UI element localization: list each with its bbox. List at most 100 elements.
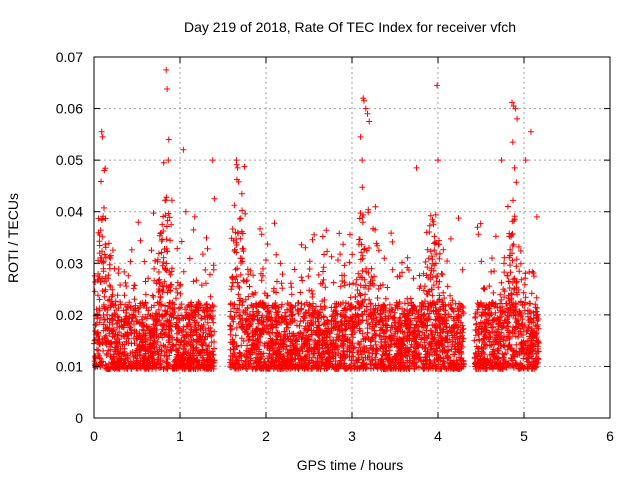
data-point (149, 312, 156, 319)
data-point (191, 213, 198, 220)
data-point (321, 251, 327, 258)
data-point (173, 295, 179, 302)
data-point (135, 309, 142, 315)
data-point (455, 215, 462, 222)
data-point (155, 250, 162, 257)
data-point (110, 302, 117, 309)
data-point (120, 322, 127, 329)
data-point (436, 297, 443, 304)
data-point (424, 246, 431, 253)
x-tick-label: 2 (262, 428, 270, 444)
data-point (103, 365, 110, 372)
data-point (144, 326, 151, 333)
data-point (118, 318, 125, 325)
data-point (178, 301, 185, 308)
data-point (357, 282, 364, 289)
data-point (359, 312, 366, 318)
data-point (211, 338, 217, 345)
data-point (200, 321, 207, 328)
data-point (447, 292, 454, 299)
data-point (306, 287, 313, 294)
data-point (200, 304, 207, 311)
data-point (206, 343, 213, 350)
data-point (240, 338, 247, 344)
y-tick-label: 0.02 (56, 307, 83, 323)
data-point (151, 265, 158, 272)
data-point (100, 327, 107, 334)
data-point (173, 285, 179, 292)
data-point (238, 342, 245, 349)
data-point (114, 365, 121, 372)
data-point (359, 219, 366, 226)
data-point (136, 351, 143, 358)
data-point (131, 321, 137, 328)
data-point (179, 365, 186, 372)
x-tick-label: 4 (434, 428, 442, 444)
data-point (107, 255, 114, 262)
data-point (279, 301, 285, 308)
data-point (156, 300, 163, 307)
data-point (279, 315, 286, 322)
data-point (156, 360, 162, 367)
data-point (108, 340, 115, 347)
data-point (122, 279, 129, 286)
data-point (185, 302, 192, 309)
y-tick-label: 0.07 (56, 49, 83, 65)
data-point (142, 299, 149, 306)
data-point (122, 365, 129, 372)
data-point (158, 249, 165, 256)
data-point (202, 266, 209, 273)
data-point (201, 336, 208, 343)
data-point (204, 245, 211, 252)
data-point (153, 317, 160, 324)
data-point (186, 312, 193, 319)
data-point (93, 362, 100, 369)
data-point (112, 364, 119, 371)
data-point (204, 301, 210, 307)
data-point (178, 358, 185, 365)
data-point (116, 329, 123, 335)
data-point (96, 319, 103, 326)
data-point (136, 333, 143, 340)
data-point (150, 210, 157, 217)
data-point (174, 351, 180, 358)
data-point (106, 253, 113, 260)
data-point (180, 334, 187, 341)
data-point (96, 305, 103, 312)
data-point (99, 340, 106, 346)
data-point (114, 319, 121, 326)
data-point (362, 291, 369, 298)
data-point (177, 290, 184, 297)
data-point (202, 362, 208, 369)
data-point (211, 328, 218, 335)
data-point (102, 244, 109, 251)
data-point (164, 223, 170, 230)
data-point (97, 278, 104, 285)
data-point (375, 285, 382, 292)
data-point (101, 278, 108, 285)
data-point (97, 227, 104, 234)
data-point (178, 328, 185, 335)
data-point (131, 340, 138, 347)
data-point (350, 280, 357, 287)
data-point (386, 301, 393, 308)
data-point (155, 286, 162, 292)
data-point (147, 337, 154, 344)
data-point (133, 355, 140, 362)
data-point (228, 326, 235, 332)
data-point (105, 297, 112, 304)
data-point (107, 283, 114, 290)
data-point (341, 282, 348, 289)
data-point (125, 354, 131, 361)
data-point (195, 322, 202, 329)
data-point (130, 358, 137, 365)
data-point (200, 329, 207, 336)
data-point (146, 330, 153, 337)
data-point (96, 242, 103, 249)
data-point (210, 313, 216, 320)
data-point (298, 274, 305, 281)
data-point (102, 334, 109, 341)
data-point (459, 266, 466, 273)
data-point (163, 267, 170, 274)
data-point (139, 313, 146, 320)
